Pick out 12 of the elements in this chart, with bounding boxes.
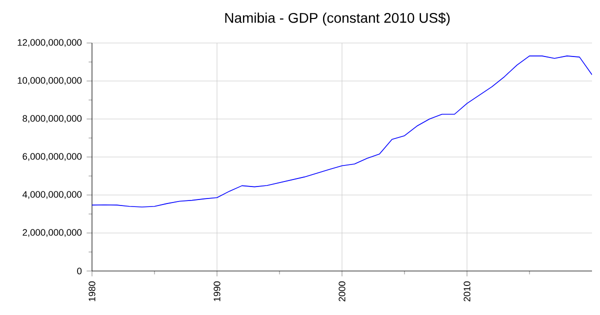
y-tick-label: 12,000,000,000 xyxy=(18,39,82,47)
y-tick-label: 6,000,000,000 xyxy=(22,153,82,161)
y-tick-label: 8,000,000,000 xyxy=(22,115,82,123)
x-tick-label: 2000 xyxy=(338,281,346,302)
x-tick-label: 1980 xyxy=(88,281,96,302)
chart-title: Namibia - GDP (constant 2010 US$) xyxy=(225,12,450,26)
x-tick-label: 1990 xyxy=(214,281,220,302)
x-tick-label: 2010 xyxy=(464,281,470,302)
y-tick-label: 10,000,000,000 xyxy=(18,77,82,85)
y-tick-label: 2,000,000,000 xyxy=(22,229,82,237)
y-tick-label: 0 xyxy=(77,268,82,274)
y-tick-label: 4,000,000,000 xyxy=(22,191,82,199)
